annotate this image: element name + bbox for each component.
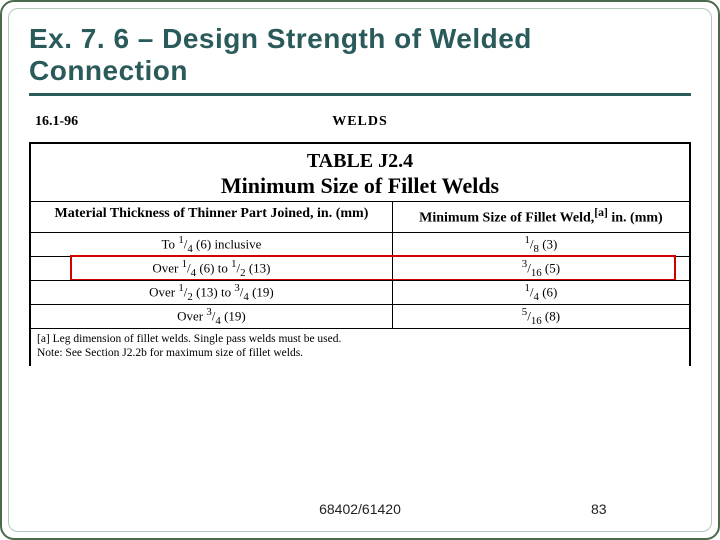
col-header-left: Material Thickness of Thinner Part Joine… — [31, 202, 393, 231]
footer-page-number: 83 — [591, 501, 711, 517]
scanned-table-region: 16.1-96 WELDS TABLE J2.4 Minimum Size of… — [29, 114, 691, 366]
col-header-right: Minimum Size of Fillet Weld,[a] in. (mm) — [393, 202, 689, 231]
footer-course-code: 68402/61420 — [9, 501, 591, 517]
table-row: Over 3/4 (19)5/16 (8) — [31, 304, 689, 328]
title-underline — [29, 93, 691, 96]
table-row: Over 1/2 (13) to 3/4 (19)1/4 (6) — [31, 280, 689, 304]
table-label: TABLE J2.4 — [35, 150, 685, 173]
table-cell-right: 3/16 (5) — [393, 257, 689, 280]
table-cell-right: 1/4 (6) — [393, 281, 689, 304]
table-footnotes: [a] Leg dimension of fillet welds. Singl… — [31, 328, 689, 367]
table-column-headers: Material Thickness of Thinner Part Joine… — [31, 201, 689, 231]
scan-page-header: 16.1-96 WELDS — [29, 114, 691, 138]
table-caption: Minimum Size of Fillet Welds — [35, 173, 685, 199]
col-header-right-post: in. (mm) — [608, 211, 663, 226]
footnote-a: [a] Leg dimension of fillet welds. Singl… — [37, 332, 683, 346]
slide-title: Ex. 7. 6 – Design Strength of Welded Con… — [29, 23, 691, 87]
table-cell-right: 1/8 (3) — [393, 233, 689, 256]
col-header-right-sup: [a] — [594, 206, 608, 219]
table-cell-left: Over 3/4 (19) — [31, 305, 393, 328]
table-row: To 1/4 (6) inclusive1/8 (3) — [31, 232, 689, 256]
table-title-block: TABLE J2.4 Minimum Size of Fillet Welds — [31, 144, 689, 201]
scan-page-ref: 16.1-96 — [35, 114, 115, 130]
table-cell-left: Over 1/2 (13) to 3/4 (19) — [31, 281, 393, 304]
scan-header-center: WELDS — [115, 114, 605, 130]
table-row: Over 1/4 (6) to 1/2 (13)3/16 (5) — [31, 256, 689, 280]
slide-footer: 68402/61420 83 — [9, 501, 711, 517]
footnote-note: Note: See Section J2.2b for maximum size… — [37, 346, 683, 360]
table-cell-left: Over 1/4 (6) to 1/2 (13) — [31, 257, 393, 280]
table-cell-right: 5/16 (8) — [393, 305, 689, 328]
col-header-right-pre: Minimum Size of Fillet Weld, — [419, 211, 594, 226]
scan-header-right — [605, 114, 685, 130]
table-cell-left: To 1/4 (6) inclusive — [31, 233, 393, 256]
table-j2-4: TABLE J2.4 Minimum Size of Fillet Welds … — [29, 142, 691, 366]
